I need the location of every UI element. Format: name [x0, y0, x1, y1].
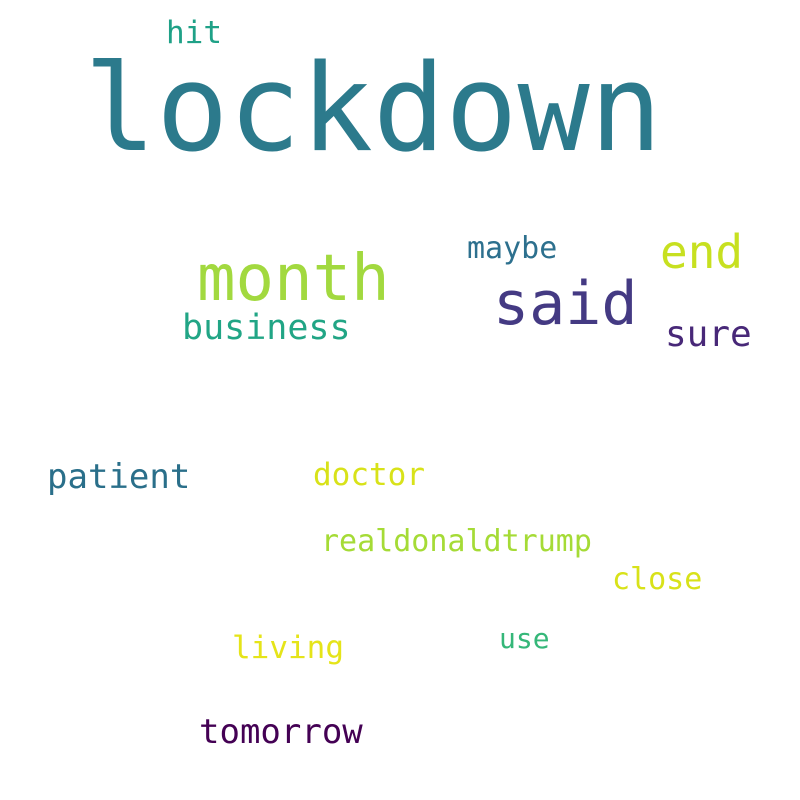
word-tomorrow: tomorrow — [199, 712, 363, 752]
word-patient: patient — [47, 457, 191, 497]
word-lockdown: lockdown — [84, 40, 662, 179]
word-end: end — [660, 225, 744, 279]
word-close: close — [612, 562, 703, 597]
word-realdonaldtrump: realdonaldtrump — [321, 524, 592, 559]
word-business: business — [182, 308, 351, 348]
word-maybe: maybe — [467, 231, 558, 266]
word-use: use — [499, 622, 550, 655]
word-said: said — [493, 269, 638, 339]
word-doctor: doctor — [313, 457, 425, 493]
word-living: living — [232, 630, 344, 666]
word-hit: hit — [166, 15, 222, 51]
word-month: month — [197, 242, 390, 316]
word-sure: sure — [665, 314, 752, 355]
